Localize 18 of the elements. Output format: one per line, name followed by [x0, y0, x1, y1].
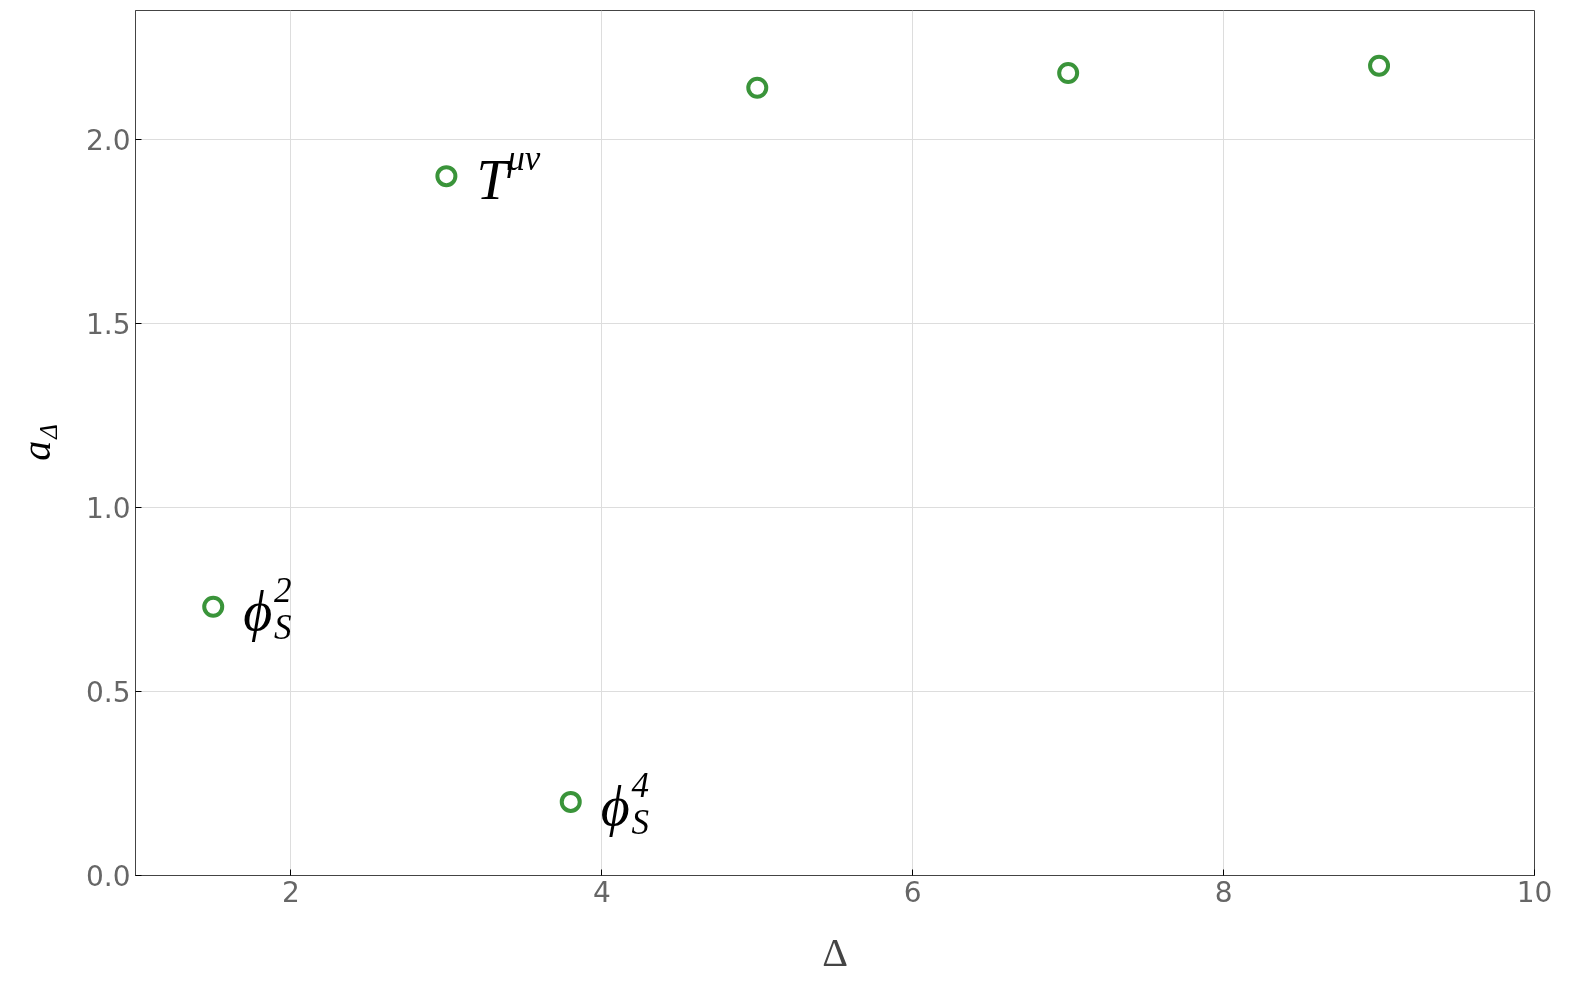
x-axis-title: Δ [822, 929, 848, 975]
y-tick-label: 1.0 [85, 491, 131, 525]
y-tick-label: 1.5 [85, 307, 131, 341]
y-tick-label: 2.0 [85, 123, 131, 157]
y-tick-label: 0.0 [85, 860, 131, 893]
y-tick-label: 0.5 [85, 675, 131, 709]
x-tick-label: 4 [592, 875, 611, 909]
point [1057, 62, 1080, 85]
point [746, 76, 769, 99]
y-axis-title: aΔ [14, 424, 62, 461]
x-tick-label: 2 [282, 875, 300, 909]
point [1368, 54, 1391, 77]
point [435, 165, 458, 188]
x-tick-label: 6 [903, 875, 922, 909]
point [559, 790, 582, 813]
point [202, 595, 225, 618]
x-tick-label: 10 [1516, 875, 1553, 909]
x-tick-label: 8 [1214, 875, 1233, 909]
